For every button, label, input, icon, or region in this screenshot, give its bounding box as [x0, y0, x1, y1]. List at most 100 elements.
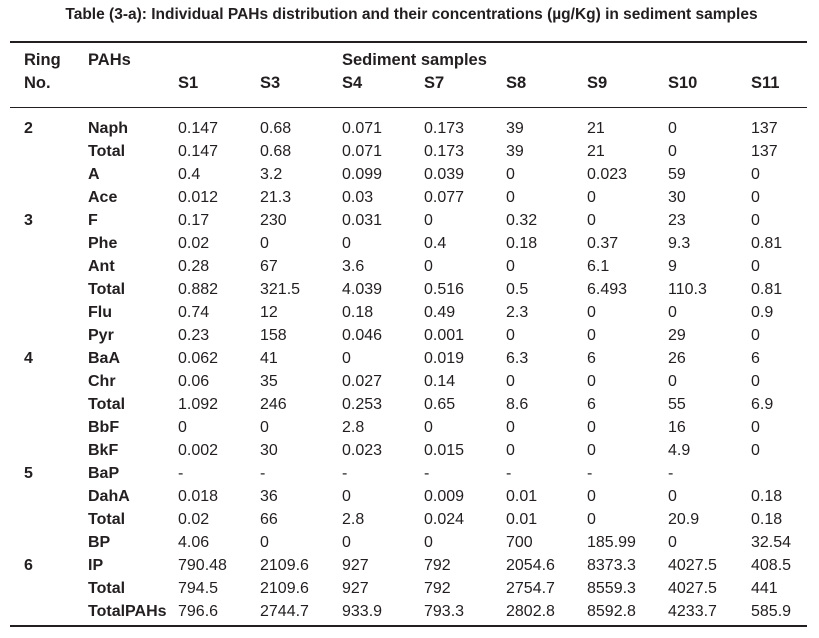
- concentration-value: 927: [342, 580, 369, 597]
- concentration-value: 0.17: [178, 212, 210, 229]
- concentration-value: 3.2: [260, 166, 283, 183]
- concentration-value: 0.024: [424, 511, 465, 528]
- concentration-value: 0: [506, 442, 515, 459]
- concentration-value: 0: [751, 442, 760, 459]
- concentration-value: 0: [260, 534, 269, 551]
- concentration-value: 0: [751, 166, 760, 183]
- concentration-value: 0.882: [178, 281, 219, 298]
- ring-number: 6: [24, 557, 33, 574]
- concentration-value: 0: [424, 212, 433, 229]
- concentration-value: 0.18: [751, 488, 783, 505]
- concentration-value: 0: [587, 304, 596, 321]
- pah-name: Phe: [88, 235, 118, 252]
- header-rule: [10, 107, 807, 108]
- concentration-value: 0: [587, 189, 596, 206]
- concentration-value: 0.03: [342, 189, 374, 206]
- concentration-value: 0.019: [424, 350, 465, 367]
- concentration-value: 585.9: [751, 603, 792, 620]
- concentration-value: 39: [506, 120, 524, 137]
- concentration-value: 0.027: [342, 373, 383, 390]
- table-caption: Table (3-a): Individual PAHs distributio…: [65, 6, 758, 23]
- pah-name: A: [88, 166, 100, 183]
- concentration-value: 0: [751, 327, 760, 344]
- concentration-value: 2054.6: [506, 557, 555, 574]
- concentration-value: 0.01: [506, 511, 538, 528]
- concentration-value: 0.18: [342, 304, 374, 321]
- concentration-value: 792: [424, 557, 451, 574]
- concentration-value: 8559.3: [587, 580, 636, 597]
- concentration-value: 2.8: [342, 419, 365, 436]
- concentration-value: 6.1: [587, 258, 610, 275]
- concentration-value: 185.99: [587, 534, 636, 551]
- concentration-value: 39: [506, 143, 524, 160]
- concentration-value: 4.06: [178, 534, 210, 551]
- concentration-value: 0.06: [178, 373, 210, 390]
- concentration-value: 0.37: [587, 235, 619, 252]
- concentration-value: 0.071: [342, 143, 383, 160]
- concentration-value: 0: [587, 373, 596, 390]
- concentration-value: 0.039: [424, 166, 465, 183]
- concentration-value: 6.9: [751, 396, 774, 413]
- concentration-value: 0: [751, 419, 760, 436]
- concentration-value: 158: [260, 327, 287, 344]
- concentration-value: 927: [342, 557, 369, 574]
- ring-number: 3: [24, 212, 33, 229]
- concentration-value: 30: [668, 189, 686, 206]
- concentration-value: 0: [342, 488, 351, 505]
- pah-name: IP: [88, 557, 104, 574]
- concentration-value: 29: [668, 327, 686, 344]
- concentration-value: 6: [587, 396, 596, 413]
- concentration-value: 0.74: [178, 304, 210, 321]
- concentration-value: 0.5: [506, 281, 529, 298]
- concentration-value: 2802.8: [506, 603, 555, 620]
- concentration-value: -: [260, 465, 266, 482]
- concentration-value: 3.6: [342, 258, 365, 275]
- concentration-value: 0.32: [506, 212, 538, 229]
- concentration-value: 0: [751, 373, 760, 390]
- concentration-value: 20.9: [668, 511, 700, 528]
- concentration-value: 66: [260, 511, 278, 528]
- concentration-value: 1.092: [178, 396, 219, 413]
- concentration-value: 0.147: [178, 120, 219, 137]
- pah-name: Ace: [88, 189, 118, 206]
- header-sample: S1: [178, 74, 199, 92]
- concentration-value: 0: [587, 442, 596, 459]
- concentration-value: 0: [342, 534, 351, 551]
- concentration-value: 0.062: [178, 350, 219, 367]
- concentration-value: 0: [668, 534, 677, 551]
- header-sample: S3: [260, 74, 281, 92]
- concentration-value: 0: [260, 419, 269, 436]
- concentration-value: 0: [506, 327, 515, 344]
- pah-name: Pyr: [88, 327, 114, 344]
- pah-name: Chr: [88, 373, 116, 390]
- concentration-value: 0.49: [424, 304, 456, 321]
- header-ring: Ring: [24, 51, 61, 69]
- pah-name: BkF: [88, 442, 119, 459]
- concentration-value: 0.4: [424, 235, 447, 252]
- concentration-value: 0.253: [342, 396, 383, 413]
- concentration-value: 2.3: [506, 304, 529, 321]
- concentration-value: 0: [751, 189, 760, 206]
- pah-name: Total: [88, 511, 126, 528]
- concentration-value: 2109.6: [260, 580, 309, 597]
- concentration-value: 0: [587, 488, 596, 505]
- concentration-value: 0: [424, 419, 433, 436]
- concentration-value: 0.65: [424, 396, 456, 413]
- concentration-value: 0: [178, 419, 187, 436]
- concentration-value: 0.173: [424, 143, 465, 160]
- pah-name: Total: [88, 143, 126, 160]
- concentration-value: 21.3: [260, 189, 292, 206]
- concentration-value: 8373.3: [587, 557, 636, 574]
- concentration-value: 21: [587, 143, 605, 160]
- concentration-value: 408.5: [751, 557, 792, 574]
- concentration-value: 0: [668, 120, 677, 137]
- concentration-value: 0: [342, 350, 351, 367]
- header-sample: S10: [668, 74, 698, 92]
- concentration-value: 137: [751, 120, 778, 137]
- concentration-value: 0.9: [751, 304, 774, 321]
- concentration-value: 12: [260, 304, 278, 321]
- concentration-value: 2.8: [342, 511, 365, 528]
- concentration-value: 26: [668, 350, 686, 367]
- concentration-value: 0: [260, 235, 269, 252]
- concentration-value: 0: [751, 212, 760, 229]
